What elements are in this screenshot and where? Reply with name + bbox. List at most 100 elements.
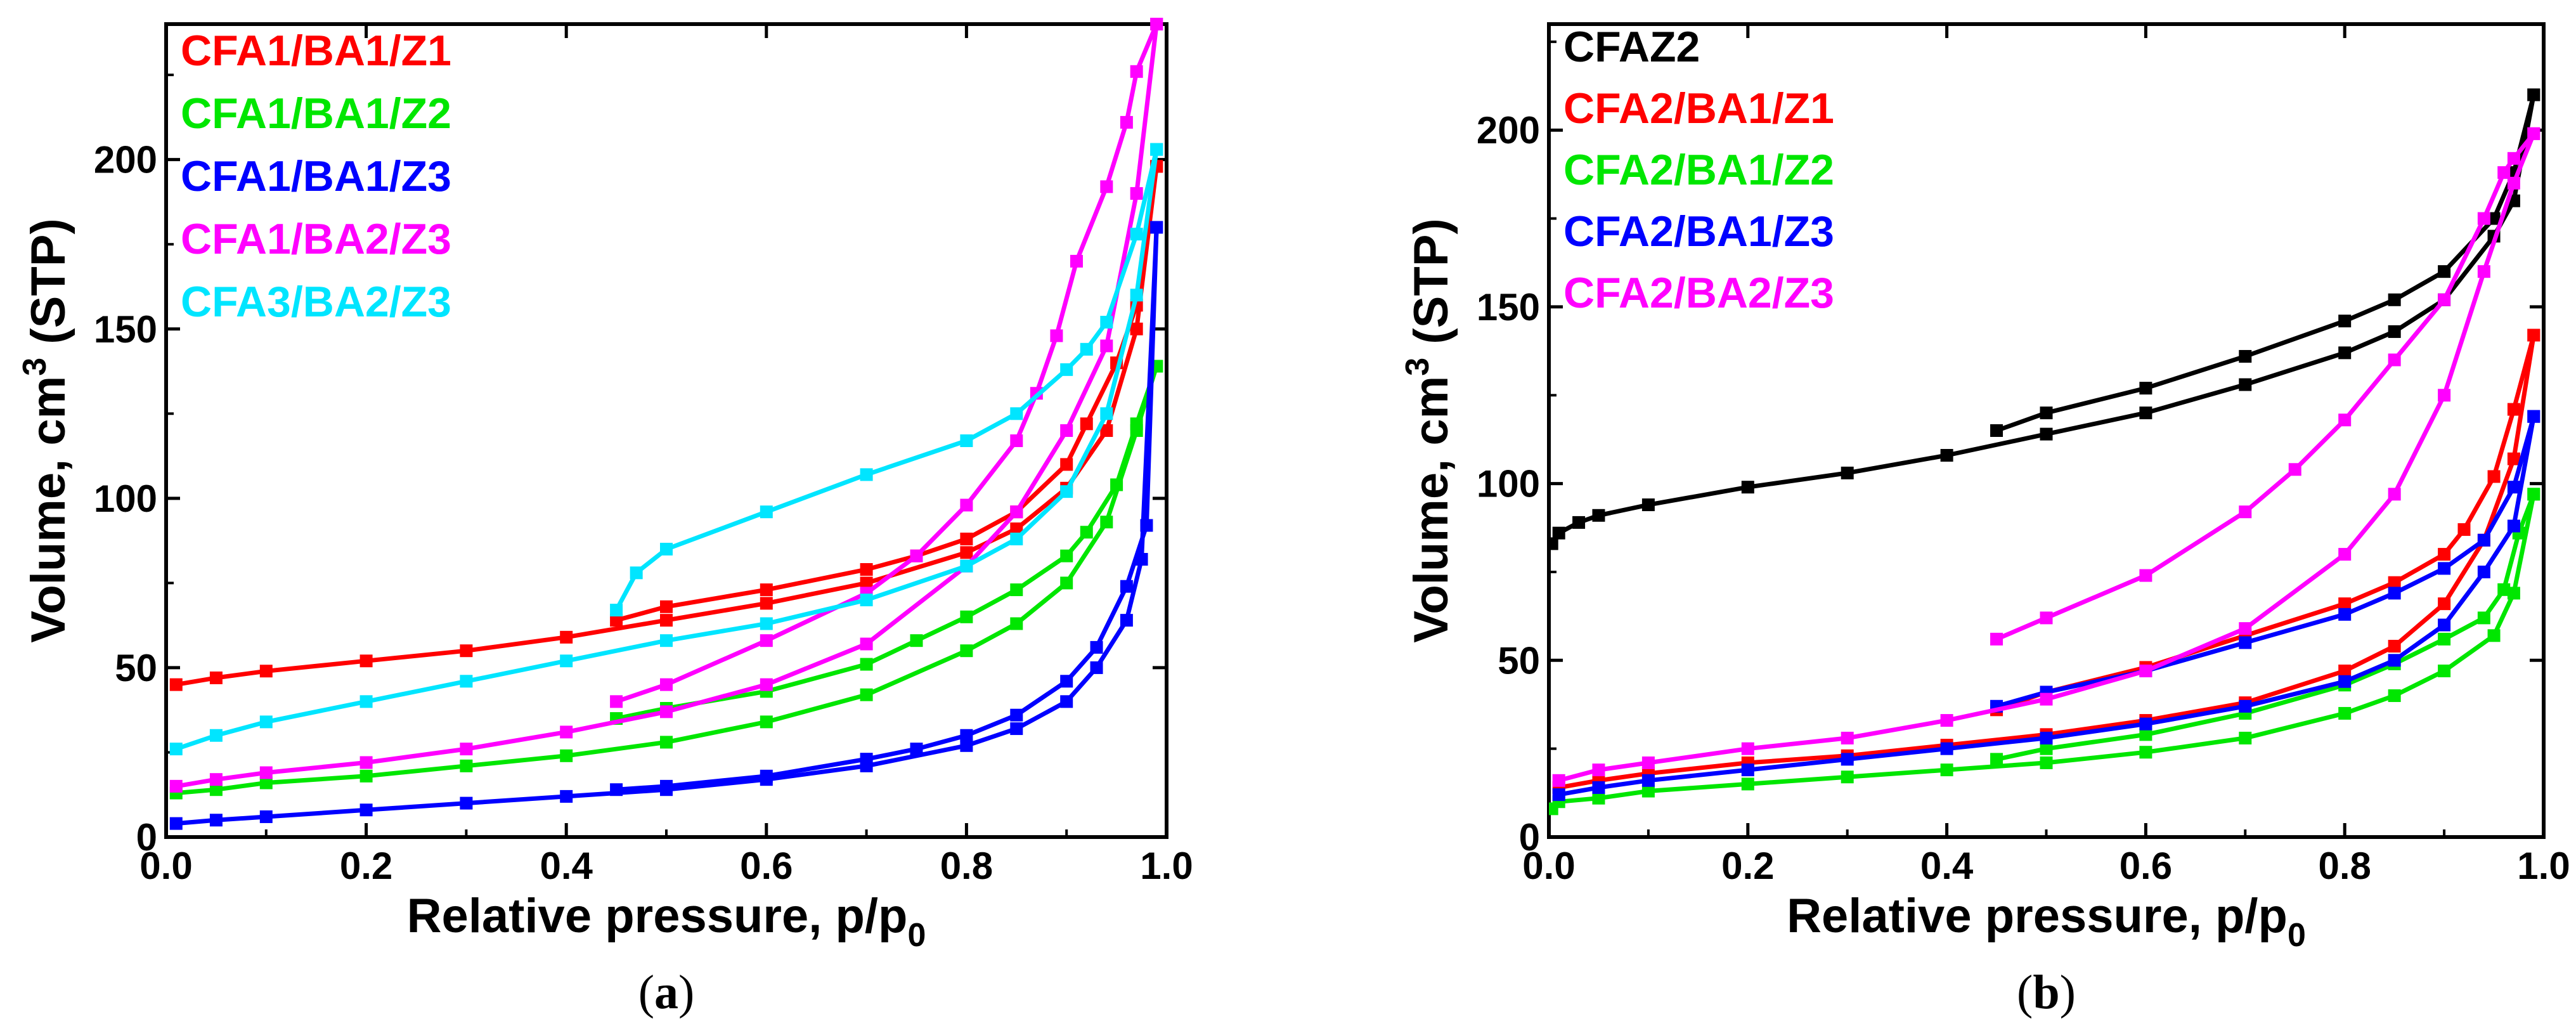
- series-line-desorption: [1996, 493, 2536, 762]
- data-point: [560, 630, 573, 644]
- legend-entry: CFA1/BA1/Z2: [181, 89, 451, 138]
- data-point: [1080, 417, 1093, 431]
- data-point: [2338, 548, 2352, 561]
- data-point: [760, 678, 773, 691]
- data-point: [2477, 212, 2490, 225]
- data-point: [259, 665, 273, 678]
- data-point: [169, 817, 183, 830]
- data-point: [2438, 265, 2451, 278]
- data-point: [2338, 706, 2352, 720]
- data-point: [2438, 665, 2451, 678]
- y-tick-label: 0: [1519, 816, 1540, 859]
- data-point: [2139, 728, 2152, 741]
- data-point: [1641, 774, 1655, 787]
- data-point: [2388, 353, 2401, 367]
- x-axis-title-subscript: 0: [907, 917, 926, 954]
- data-point: [460, 644, 473, 658]
- data-point: [2487, 470, 2501, 483]
- data-point: [2239, 505, 2252, 519]
- data-point: [1090, 640, 1103, 654]
- data-point: [1592, 509, 1605, 522]
- data-point: [1120, 580, 1133, 593]
- x-tick-label: 0.0: [139, 845, 192, 887]
- series-line-adsorption: [1558, 334, 2536, 790]
- data-point: [1150, 18, 1163, 30]
- panel-label-letter: a: [654, 966, 678, 1019]
- data-point: [1060, 485, 1073, 498]
- data-point: [2139, 746, 2152, 759]
- data-point: [359, 654, 373, 668]
- data-point: [2438, 632, 2451, 646]
- y-tick-label: 50: [115, 647, 157, 689]
- legend-entry: CFA2/BA1/Z2: [1563, 146, 1834, 194]
- data-point: [1070, 254, 1083, 268]
- data-point: [1130, 322, 1143, 335]
- data-point: [1060, 458, 1073, 471]
- data-point: [2139, 665, 2152, 678]
- series-line-desorption: [616, 365, 1159, 721]
- legend-entry: CFA2/BA1/Z3: [1563, 207, 1834, 256]
- data-point: [2239, 636, 2252, 649]
- data-point: [2507, 452, 2520, 465]
- data-point: [2438, 293, 2451, 306]
- data-point: [1060, 695, 1073, 708]
- data-point: [1940, 714, 1953, 727]
- data-point: [2040, 406, 2053, 420]
- y-tick-label: 200: [1477, 109, 1540, 152]
- y-axis-title: Volume, cm3 (STP): [16, 218, 75, 642]
- y-axis-title-text: Volume, cm: [22, 376, 75, 643]
- data-point: [1572, 516, 1586, 529]
- data-point: [1130, 417, 1143, 431]
- data-point: [259, 776, 273, 789]
- data-point: [1050, 329, 1063, 342]
- data-point: [2438, 597, 2451, 611]
- panel-label: (b): [2017, 966, 2076, 1019]
- data-point: [610, 614, 623, 627]
- series-line-desorption: [615, 23, 1159, 704]
- data-point: [1940, 742, 1953, 755]
- panel-label-letter: b: [2033, 966, 2059, 1019]
- data-point: [259, 715, 273, 729]
- data-point: [2239, 378, 2252, 391]
- data-point: [860, 576, 873, 590]
- data-point: [560, 654, 573, 668]
- data-point: [1080, 342, 1093, 356]
- data-point: [660, 779, 673, 793]
- data-point: [560, 789, 573, 803]
- series-line-desorption: [616, 166, 1159, 623]
- data-point: [2487, 212, 2501, 225]
- data-point: [209, 729, 223, 742]
- data-point: [2239, 349, 2252, 363]
- data-point: [1940, 763, 1953, 777]
- y-axis-title-tail: (STP): [22, 218, 75, 358]
- data-point: [169, 743, 183, 756]
- data-point: [1990, 632, 2003, 646]
- data-point: [1010, 583, 1023, 597]
- data-point: [1060, 549, 1073, 562]
- data-point: [2139, 569, 2152, 582]
- data-point: [2507, 587, 2520, 600]
- data-point: [1100, 316, 1113, 329]
- data-point: [660, 705, 673, 718]
- data-point: [660, 542, 673, 555]
- series-cfa1-ba1-z3: [169, 221, 1163, 830]
- data-point: [359, 756, 373, 769]
- data-point: [2527, 328, 2540, 342]
- data-point: [1010, 434, 1023, 448]
- series-line-adsorption: [176, 23, 1159, 789]
- data-point: [760, 617, 773, 630]
- data-point: [860, 753, 873, 766]
- data-point: [2507, 152, 2520, 165]
- series-line-desorption: [616, 227, 1159, 792]
- x-axis-title-subscript: 0: [2288, 917, 2306, 954]
- series-cfa1-ba1-z1: [169, 160, 1163, 691]
- legend-entry: CFA2/BA1/Z1: [1563, 84, 1834, 133]
- data-point: [2338, 413, 2352, 427]
- y-axis-title: Volume, cm3 (STP): [1399, 218, 1458, 642]
- data-point: [1060, 675, 1073, 688]
- data-point: [960, 559, 973, 573]
- data-point: [2388, 576, 2401, 589]
- data-point: [760, 597, 773, 610]
